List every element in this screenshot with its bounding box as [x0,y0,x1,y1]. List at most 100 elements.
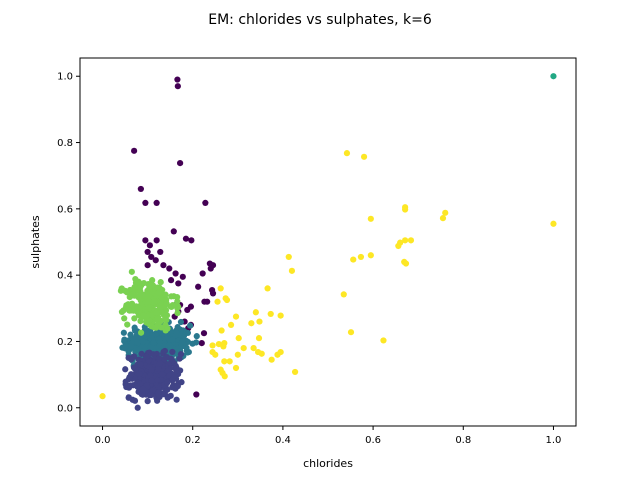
y-axis-label: sulphates [29,215,42,269]
x-tick-label: 0.2 [185,435,201,446]
data-point [209,262,217,269]
x-tick-label: 1.0 [546,435,562,446]
plot-frame [79,57,577,427]
y-tick-label: 0.2 [57,337,73,348]
chart-title: EM: chlorides vs sulphates, k=6 [208,12,432,28]
data-point [120,329,127,336]
data-point [149,277,156,284]
data-point [177,160,184,167]
data-point [167,343,174,350]
data-point [148,367,155,374]
data-point [144,248,151,256]
data-point [153,237,160,244]
data-point [174,309,181,317]
data-point [198,340,205,347]
data-point [173,329,180,336]
data-point [182,235,190,242]
data-point [178,343,185,350]
data-point [162,291,169,298]
data-point [139,385,146,393]
data-point [172,270,179,277]
data-point [147,344,154,351]
data-point [150,339,157,346]
data-point [139,312,147,319]
data-point [226,358,233,365]
data-point [125,301,132,308]
data-point [118,308,126,316]
data-point [214,298,221,305]
data-point [195,283,202,290]
data-point [133,347,141,354]
data-point [131,315,138,322]
cluster-3-series [550,73,557,80]
data-point [171,371,178,379]
data-point [439,215,447,222]
data-point [153,199,160,206]
data-point [169,336,176,343]
data-point [121,315,128,322]
data-point [402,206,409,213]
data-point [550,220,557,227]
data-point [223,296,231,304]
data-point [127,382,134,389]
data-point [153,309,160,316]
data-point [212,351,219,358]
data-point [174,83,181,90]
data-point [174,383,181,390]
data-point [267,310,274,318]
cluster-1-series [122,347,185,411]
data-point [161,347,168,355]
data-point [143,353,150,361]
data-point [136,284,143,291]
points-layer [99,73,557,411]
data-point [136,292,143,299]
data-point [163,353,171,361]
data-point [168,293,175,300]
data-point [256,318,263,325]
data-point [144,398,151,405]
data-point [128,268,135,275]
data-point [166,265,173,272]
data-point [155,389,162,396]
y-tick-label: 0.6 [57,204,73,215]
data-point [395,242,402,250]
data-point [134,304,142,311]
y-tick-label: 0.0 [57,403,73,414]
data-point [227,321,235,328]
data-point [155,365,162,372]
data-point [155,289,162,296]
data-point [180,332,188,340]
data-point [186,322,194,329]
data-point [199,270,206,277]
data-point [139,391,146,398]
data-point [164,325,171,332]
data-point [193,391,200,398]
data-point [340,291,347,298]
data-point [126,307,133,314]
data-point [264,285,271,292]
data-point [442,209,449,216]
data-point [137,318,144,325]
data-point [134,404,141,411]
data-point [291,368,299,376]
data-point [367,252,374,259]
data-point [407,237,415,244]
data-point [122,287,129,294]
x-tick-label: 0.4 [275,435,291,446]
data-point [250,344,257,352]
x-tick-label: 0.6 [365,435,381,446]
x-tick-label: 0.8 [455,435,471,446]
data-point [258,350,265,357]
data-point [174,76,181,83]
data-point [147,391,154,398]
data-point [156,355,163,362]
data-point [121,336,128,343]
data-point [156,360,163,367]
data-point [174,298,181,305]
data-point [122,342,129,350]
data-point [357,253,365,261]
data-point [150,298,157,306]
cluster-5-series [99,150,557,400]
data-point [129,291,136,298]
